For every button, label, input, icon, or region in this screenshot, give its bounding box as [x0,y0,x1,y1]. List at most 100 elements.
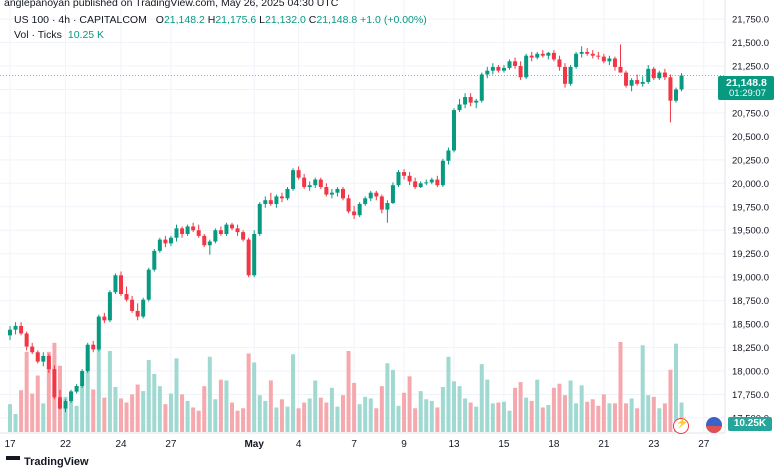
volume-label[interactable]: Vol · Ticks [14,29,62,41]
candle-body [329,192,334,195]
volume-legend: Vol · Ticks 10.25 K [14,29,104,41]
candle-body [13,325,18,330]
candle-body [268,200,273,204]
candle-body [46,355,51,370]
time-tick-label: 27 [698,439,710,450]
candle-body [163,239,168,244]
volume-bar [407,376,412,432]
time-tick-label: May [244,439,264,450]
candle-body [30,346,35,353]
candle-body [524,55,529,78]
candle-body [590,53,595,56]
candle-body [668,77,673,101]
candle-body [374,192,379,197]
volume-bar [457,386,462,432]
volume-bar [152,373,157,432]
candle-body [252,233,257,276]
volume-bar [363,396,368,432]
candle-body [607,58,612,62]
candle-body [85,344,90,371]
candle-body [662,72,667,78]
volume-bar [402,392,407,432]
price-tick-label: 21,750.0 [732,15,769,26]
open-label: O [155,14,164,26]
candle-body [113,275,118,293]
volume-bar [535,379,540,432]
candle-body [168,237,173,244]
volume-bar [146,360,151,432]
volume-bar [396,405,401,432]
volume-bar [196,410,201,432]
price-tick-label: 20,750.0 [732,108,769,119]
volume-bar [224,380,229,432]
volume-bar [218,379,223,432]
candle-body [174,228,179,238]
volume-bar [446,356,451,432]
low-label: L [259,14,265,26]
volume-bar [341,395,345,432]
volume-bar [63,396,68,432]
high-value: 21,175.6 [215,14,257,26]
candle-body [313,179,318,186]
time-tick-label: 21 [598,439,610,450]
candle-body [230,224,234,229]
close-label: C [308,14,317,26]
high-label: H [207,14,216,26]
volume-bar [96,346,101,432]
candle-body [324,187,329,195]
volume-bar [496,402,501,432]
price-tick-label: 20,000.0 [732,179,769,190]
volume-bar [8,404,12,432]
candle-body [218,230,223,234]
volume-bar [568,380,573,432]
time-tick-label: 15 [498,439,510,450]
candle-body [518,66,523,78]
volume-bar [302,402,307,432]
candle-body [213,230,218,242]
candle-body [352,211,357,216]
volume-bar [546,405,551,432]
symbol-label[interactable]: US 100 · 4h · CAPITALCOM [14,14,147,26]
volume-bar [241,408,246,432]
candle-body [263,200,268,204]
volume-bar [618,342,623,432]
volume-bar [268,380,273,432]
volume-bar [291,354,296,432]
candle-body [452,110,456,151]
volume-bar [651,396,656,432]
change-value: +1.0 (+0.00%) [360,14,427,26]
time-tick-label: 22 [60,439,72,450]
volume-bars [8,342,684,432]
volume-bar [413,408,418,432]
candle-body [463,96,468,105]
candle-body [96,316,101,350]
candle-body [546,52,551,56]
candle-body [191,226,196,231]
volume-bar [518,382,523,432]
volume-bar [313,380,318,432]
volume-bar [202,386,207,432]
lightning-icon[interactable] [673,418,689,434]
volume-bar [135,384,140,432]
volume-bar [85,353,90,432]
candle-body [24,333,29,347]
volume-bar [180,394,185,432]
volume-bar [230,402,234,432]
price-tick-label: 19,000.0 [732,273,769,284]
candle-body [640,81,645,84]
time-tick-label: 4 [296,439,302,450]
candle-body [579,51,584,54]
price-tick-label: 19,750.0 [732,202,769,213]
volume-bar [141,391,146,432]
time-tick-label: 23 [648,439,660,450]
time-tick-label: 17 [4,439,16,450]
volume-bar [46,351,51,432]
candle-body [318,179,323,188]
candle-body [119,275,123,295]
low-value: 21,132.0 [264,14,306,26]
candle-body [279,196,284,199]
volume-bar [168,393,173,432]
candle-body [390,185,395,204]
volume-bar [385,363,390,432]
